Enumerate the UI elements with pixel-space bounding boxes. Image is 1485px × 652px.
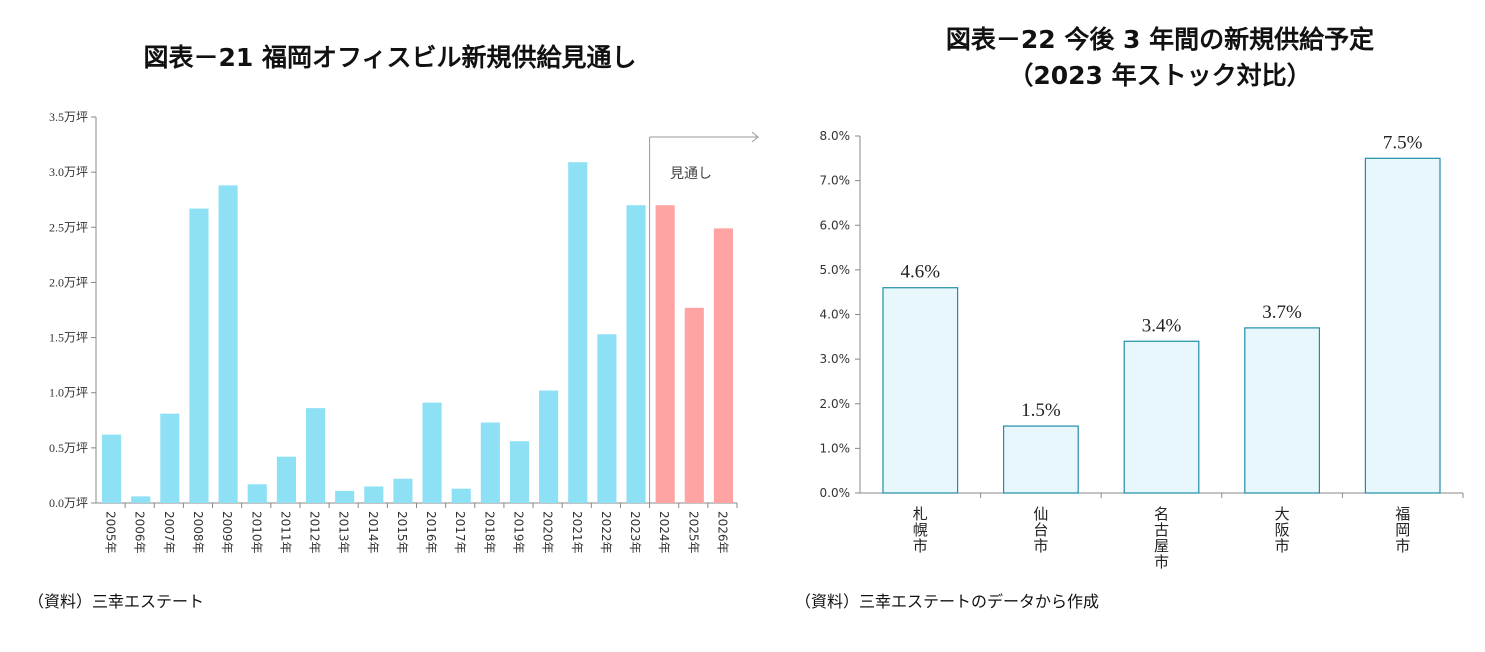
left-x-tick-label: 2005年 (104, 511, 118, 554)
right-x-tick-label-char: 仙 (1033, 505, 1048, 523)
right-x-tick-label-char: 札 (913, 505, 928, 523)
right-x-tick-label-char: 市 (1275, 537, 1290, 555)
right-x-tick-label-char: 福 (1395, 505, 1410, 523)
left-y-tick-label: 3.0万坪 (49, 165, 88, 179)
left-bar-2019年 (509, 441, 530, 503)
left-bar-2009年 (218, 185, 238, 503)
left-y-tick-label: 2.0万坪 (49, 275, 88, 289)
right-x-tick-label-char: 市 (913, 537, 928, 555)
left-x-tick-label: 2025年 (686, 511, 700, 554)
left-bar-2006年 (131, 496, 151, 503)
left-bar-2017年 (451, 488, 471, 503)
right-y-tick-label: 3.0% (820, 352, 851, 366)
left-x-tick-label: 2007年 (162, 511, 176, 554)
left-bar-2007年 (160, 413, 180, 503)
left-y-tick-label: 1.5万坪 (49, 331, 88, 345)
right-x-tick-label-char: 大 (1275, 505, 1290, 523)
left-y-tick-label: 2.5万坪 (49, 220, 88, 234)
forecast-annotation: 見通し (670, 166, 712, 182)
left-x-tick-label: 2017年 (453, 511, 467, 554)
left-bar-2026年 (713, 228, 733, 504)
left-y-tick-label: 1.0万坪 (49, 386, 88, 400)
left-bar-2008年 (189, 208, 209, 503)
left-x-tick-label: 2012年 (308, 511, 322, 554)
left-bar-2023年 (626, 205, 646, 503)
left-bar-2015年 (393, 478, 413, 503)
left-bar-2024年 (655, 205, 675, 503)
left-bar-2021年 (568, 162, 588, 503)
right-data-label: 3.4% (1142, 315, 1182, 336)
right-y-tick-label: 4.0% (820, 308, 851, 322)
left-x-tick-label: 2014年 (366, 511, 380, 554)
left-bar-2011年 (276, 456, 296, 503)
right-bar-名古屋市 (1123, 340, 1200, 494)
right-bar-福岡市 (1364, 157, 1441, 494)
right-bar-大阪市 (1244, 327, 1321, 494)
right-chart-title: 図表－22 今後 3 年間の新規供給予定 (945, 25, 1375, 54)
left-x-tick-label: 2022年 (599, 511, 613, 554)
right-bar-札幌市 (882, 287, 959, 494)
right-x-tick-label-char: 台 (1033, 521, 1048, 539)
left-y-tick-label: 0.5万坪 (49, 441, 88, 455)
left-bar-2012年 (305, 408, 326, 503)
right-x-tick-label-char: 阪 (1275, 521, 1290, 539)
left-x-tick-label: 2024年 (657, 511, 671, 554)
right-x-tick-label-char: 名 (1154, 505, 1169, 523)
left-x-tick-label: 2021年 (570, 511, 584, 554)
left-bar-2013年 (335, 490, 355, 503)
right-bar-仙台市 (1002, 425, 1079, 494)
left-x-tick-label: 2013年 (337, 511, 351, 554)
right-x-tick-label-char: 屋 (1154, 537, 1169, 555)
left-bar-2022年 (597, 334, 617, 503)
left-x-tick-label: 2019年 (511, 511, 525, 554)
right-x-tick-label-char: 岡 (1395, 521, 1410, 539)
left-x-tick-label: 2016年 (424, 511, 438, 554)
left-bar-2025年 (684, 307, 704, 503)
left-x-tick-label: 2009年 (220, 511, 234, 554)
right-data-label: 7.5% (1383, 132, 1423, 153)
left-x-tick-label: 2010年 (249, 511, 263, 554)
left-bar-2018年 (480, 422, 500, 503)
right-data-label: 4.6% (901, 262, 941, 283)
left-x-tick-label: 2018年 (482, 511, 496, 554)
left-x-tick-label: 2006年 (133, 511, 147, 554)
right-y-tick-label: 5.0% (820, 263, 851, 277)
right-source: （資料）三幸エステートのデータから作成 (795, 592, 1100, 611)
left-x-tick-label: 2026年 (715, 511, 729, 554)
left-source: （資料）三幸エステート (28, 592, 205, 611)
forecast-arrow-icon (751, 131, 759, 143)
left-x-tick-label: 2008年 (191, 511, 205, 554)
right-data-label: 1.5% (1021, 400, 1061, 421)
left-bar-2020年 (539, 390, 559, 503)
left-x-tick-label: 2023年 (628, 511, 642, 554)
right-x-tick-label-char: 市 (1154, 553, 1169, 571)
left-x-tick-label: 2015年 (395, 511, 409, 554)
left-bar-2014年 (364, 486, 384, 503)
right-y-tick-label: 0.0% (820, 486, 851, 500)
right-x-tick-label-char: 幌 (913, 521, 928, 539)
left-chart-title: 図表－21 福岡オフィスビル新規供給見通し (143, 43, 637, 72)
left-y-tick-label: 0.0万坪 (49, 496, 88, 510)
right-x-tick-label-char: 市 (1033, 537, 1048, 555)
left-bar-2005年 (102, 434, 122, 503)
left-x-tick-label: 2011年 (278, 511, 292, 554)
left-bar-2016年 (422, 402, 442, 503)
right-y-tick-label: 1.0% (820, 441, 851, 455)
right-chart-subtitle: （2023 年ストック対比） (1008, 61, 1312, 90)
right-y-tick-label: 7.0% (820, 174, 851, 188)
left-y-tick-label: 3.5万坪 (49, 110, 88, 124)
right-y-tick-label: 2.0% (820, 397, 851, 411)
right-y-tick-label: 6.0% (820, 218, 851, 232)
right-x-tick-label-char: 古 (1154, 521, 1169, 539)
left-x-tick-label: 2020年 (541, 511, 555, 554)
right-y-tick-label: 8.0% (820, 129, 851, 143)
left-bar-2010年 (247, 484, 267, 503)
right-x-tick-label-char: 市 (1395, 537, 1410, 555)
right-data-label: 3.7% (1262, 302, 1302, 323)
